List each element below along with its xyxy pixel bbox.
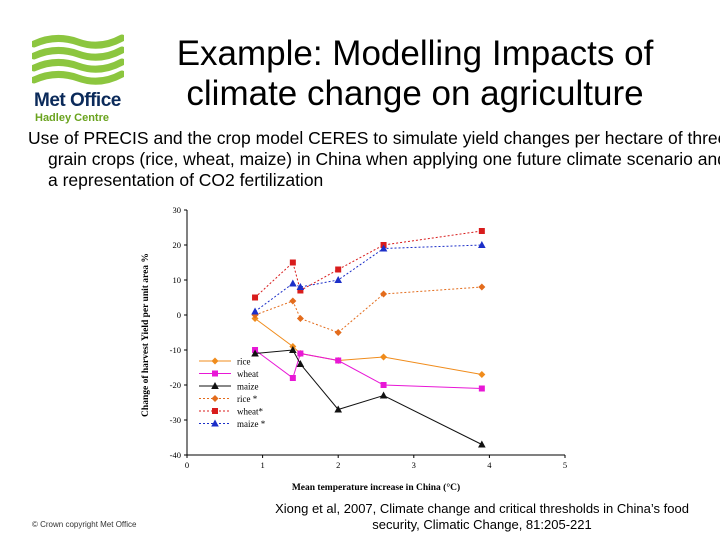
series-rice-co2	[251, 283, 486, 336]
data-point	[297, 287, 304, 294]
data-point	[297, 350, 304, 357]
slide-title: Example: Modelling Impacts of climate ch…	[176, 34, 654, 113]
legend-entry: wheat*	[237, 407, 263, 417]
data-point	[379, 391, 388, 399]
data-point	[478, 385, 485, 392]
data-point	[478, 283, 486, 291]
axes-layer: 30 20 10 0 -10 -20 -30 -40 0 1 2 3 4 5	[170, 205, 567, 470]
series-rice	[251, 315, 486, 378]
x-tick-label: 0	[185, 460, 189, 470]
citation: Xiong et al, 2007, Climate change and cr…	[275, 501, 689, 532]
data-point	[478, 241, 486, 248]
y-tick-label: 30	[173, 205, 182, 215]
series-maize	[251, 346, 486, 448]
met-office-logo: Met Office Hadley Centre	[30, 28, 130, 124]
data-point	[289, 375, 296, 381]
data-point	[478, 440, 486, 448]
data-point	[379, 244, 388, 252]
data-point	[334, 405, 342, 413]
data-point	[289, 259, 296, 266]
data-point	[252, 294, 259, 301]
data-point	[296, 315, 304, 322]
data-point	[251, 349, 259, 357]
legend-entry: maize	[237, 382, 259, 392]
copyright: © Crown copyright Met Office	[32, 520, 137, 529]
series-line	[254, 349, 483, 445]
y-tick-label: 10	[173, 275, 182, 285]
data-point	[334, 276, 342, 283]
x-tick-label: 1	[260, 460, 264, 470]
x-tick-label: 4	[487, 460, 492, 470]
yield-change-chart: 30 20 10 0 -10 -20 -30 -40 0 1 2 3 4 5 rice wheat maize…	[135, 200, 575, 500]
y-axis-label: Change of harvest Yield per unit area %	[141, 253, 151, 417]
y-tick-label: -30	[170, 415, 181, 425]
logo-name: Met Office	[34, 90, 121, 111]
legend-swatch-marker	[211, 395, 219, 402]
x-axis-label: Mean temperature increase in China (°C)	[292, 482, 460, 493]
legend-entry: rice *	[237, 394, 258, 404]
legend-entry: wheat	[237, 369, 259, 379]
y-tick-label: -40	[170, 450, 181, 460]
data-point	[289, 297, 297, 305]
y-tick-label: -20	[170, 380, 181, 390]
series-maize-co2	[251, 241, 486, 315]
legend-swatch-marker	[211, 357, 219, 365]
legend-layer: rice wheat maize rice * wheat* maize *	[199, 357, 266, 429]
data-point	[251, 307, 259, 315]
data-point	[296, 283, 305, 290]
chart-canvas: 30 20 10 0 -10 -20 -30 -40 0 1 2 3 4 5 rice wheat maize…	[141, 205, 567, 493]
x-tick-label: 2	[336, 460, 340, 470]
data-point	[380, 382, 387, 388]
data-point	[296, 360, 305, 367]
legend-swatch-marker	[212, 370, 218, 377]
intro-text: Use of PRECIS and the crop model CERES t…	[28, 128, 720, 190]
data-point	[478, 371, 486, 378]
series-line	[254, 244, 482, 312]
data-point	[289, 279, 297, 287]
legend-swatch-marker	[211, 419, 219, 427]
series-line	[254, 318, 482, 375]
data-point	[335, 266, 342, 273]
legend-swatch-marker	[212, 408, 218, 414]
logo-waves-icon	[32, 34, 124, 85]
series-line	[254, 349, 482, 389]
data-point	[334, 329, 342, 336]
y-tick-label: 0	[177, 310, 181, 320]
series-line	[254, 286, 482, 334]
x-tick-label: 5	[563, 460, 567, 470]
data-point	[478, 228, 485, 234]
series-line	[254, 230, 482, 298]
logo-subtitle: Hadley Centre	[35, 112, 109, 124]
y-tick-label: -10	[170, 345, 181, 355]
data-point	[380, 290, 388, 298]
data-point	[335, 357, 342, 364]
legend-swatch-marker	[211, 382, 219, 389]
legend-entry: rice	[237, 357, 251, 367]
data-point	[380, 353, 388, 361]
x-tick-label: 3	[412, 460, 416, 470]
y-tick-label: 20	[173, 240, 182, 250]
series-layer	[251, 228, 486, 448]
legend-entry: maize *	[237, 419, 266, 429]
data-point	[289, 346, 297, 353]
